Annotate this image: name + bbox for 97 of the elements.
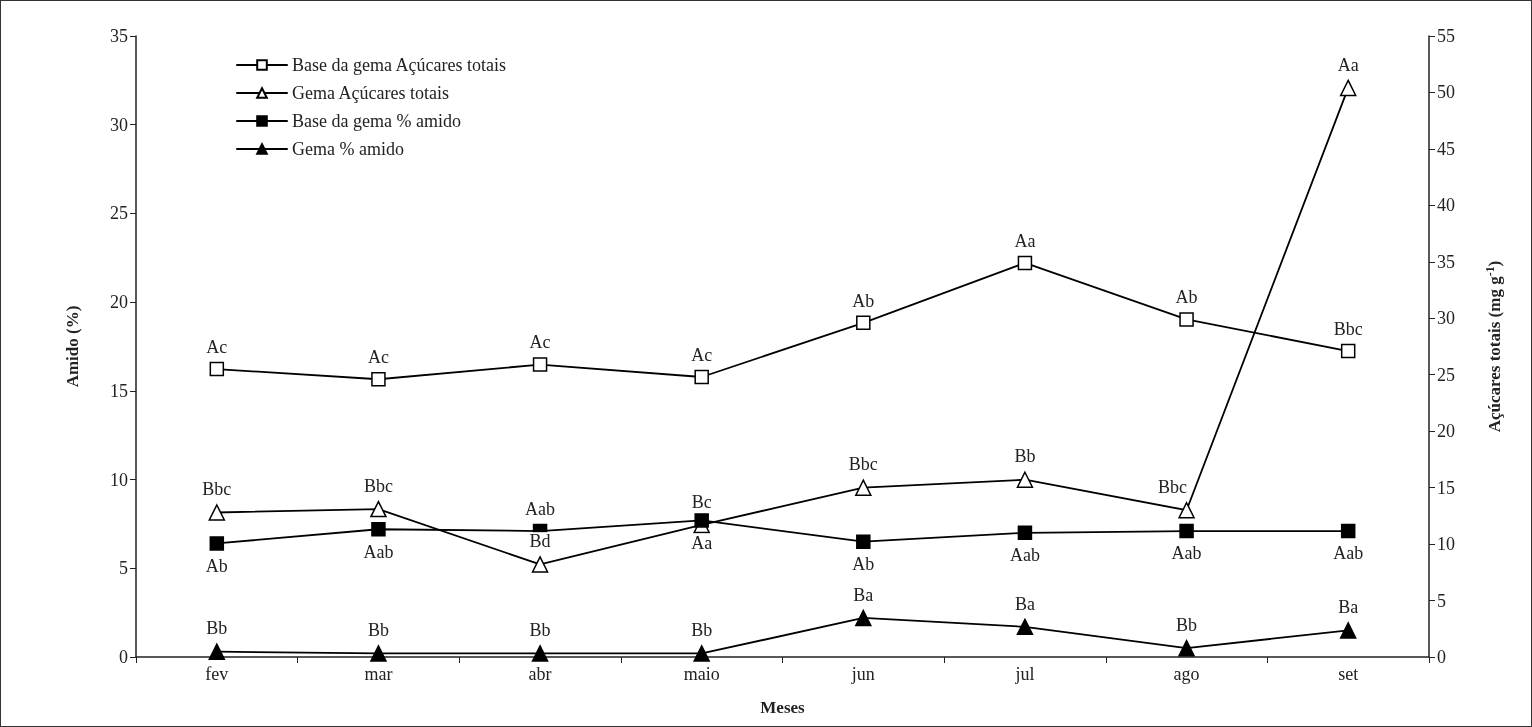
- y2-tick-label: 30: [1437, 308, 1455, 329]
- y2-tick-label: 25: [1437, 364, 1455, 385]
- data-label: Ac: [691, 344, 713, 365]
- point: [371, 371, 386, 387]
- y2-tick-label: 55: [1437, 26, 1455, 46]
- data-label: Bb: [206, 618, 228, 639]
- y-axis-title: Amido (%): [63, 305, 82, 388]
- y2-tick-label: 50: [1437, 82, 1455, 103]
- point: [855, 479, 872, 496]
- legend-label: Gema % amido: [292, 139, 404, 159]
- point: [1179, 312, 1194, 327]
- point: [1340, 343, 1356, 359]
- point: [856, 534, 871, 549]
- data-label: Aa: [691, 532, 713, 553]
- x-tick-label: mar: [364, 664, 393, 684]
- y2-tick-label: 5: [1437, 590, 1446, 611]
- y2-tick-label: 10: [1437, 534, 1455, 555]
- x-tick-label: fev: [205, 664, 229, 684]
- data-label: Bbc: [1333, 318, 1363, 339]
- point: [532, 357, 548, 372]
- data-label: Bb: [367, 620, 389, 641]
- point: [531, 645, 549, 662]
- y-tick-label: 15: [110, 380, 128, 401]
- point: [693, 645, 710, 662]
- y2-tick-label: 20: [1437, 421, 1455, 442]
- data-label: Aab: [1333, 543, 1364, 564]
- data-label: Bb: [529, 620, 551, 641]
- data-label: Ab: [852, 553, 875, 574]
- point: [1339, 79, 1357, 97]
- y-tick-label: 20: [110, 292, 128, 313]
- data-label: Ac: [206, 336, 228, 357]
- data-label: Aa: [1337, 54, 1359, 75]
- point: [1179, 523, 1194, 539]
- y-tick-label: 10: [110, 469, 128, 490]
- data-label: Bbc: [848, 454, 878, 475]
- point: [371, 522, 386, 537]
- x-tick-label: abr: [528, 664, 552, 684]
- point: [1178, 639, 1195, 657]
- y2-tick-label: 45: [1437, 138, 1455, 159]
- point: [694, 513, 709, 528]
- y-tick-label: 0: [119, 647, 128, 667]
- data-label: Aab: [363, 541, 394, 562]
- data-label: Ac: [529, 332, 551, 353]
- y-tick-label: 35: [110, 26, 128, 46]
- data-label: Bbc: [363, 475, 393, 496]
- data-label: Ac: [367, 346, 389, 367]
- x-tick-label: ago: [1173, 664, 1200, 684]
- data-label: Ab: [1175, 287, 1198, 308]
- y2-tick-label: 35: [1437, 251, 1455, 272]
- y2-tick-label: 15: [1437, 477, 1455, 498]
- point: [370, 500, 387, 518]
- point: [1016, 618, 1034, 636]
- point: [1017, 525, 1033, 541]
- data-label: Bb: [1176, 614, 1198, 635]
- point: [1017, 255, 1033, 271]
- legend-label: Base da gema % amido: [292, 111, 461, 131]
- data-label: Ab: [852, 290, 875, 311]
- y2-tick-label: 0: [1437, 647, 1446, 667]
- point: [1016, 471, 1034, 488]
- x-axis-title: Meses: [760, 698, 806, 717]
- data-label: Bbc: [202, 479, 232, 500]
- data-label: Ba: [1014, 593, 1035, 614]
- data-label: Aab: [1171, 543, 1202, 564]
- point: [209, 536, 225, 551]
- data-label: Bb: [1014, 446, 1036, 467]
- point: [370, 645, 387, 662]
- data-label: Aa: [1014, 230, 1036, 251]
- y2-axis-title: Açúcares totais (mg g-1): [1483, 260, 1504, 433]
- data-label: Aab: [1009, 545, 1040, 566]
- y-tick-label: 30: [110, 114, 128, 135]
- y2-tick-label: 40: [1437, 195, 1455, 216]
- data-label: Ab: [205, 555, 228, 576]
- point: [531, 556, 549, 573]
- legend-label: Base da gema Açúcares totais: [292, 55, 506, 75]
- point: [208, 643, 226, 660]
- point: [208, 504, 226, 521]
- data-label: Bbc: [1158, 476, 1188, 497]
- y-tick-label: 5: [119, 558, 128, 579]
- x-tick-label: jul: [1014, 664, 1035, 684]
- x-tick-label: set: [1338, 664, 1359, 684]
- data-label: Aab: [525, 498, 556, 519]
- data-label: Ba: [853, 584, 874, 605]
- point: [209, 361, 225, 377]
- point: [1339, 622, 1357, 639]
- point: [694, 369, 709, 385]
- point: [1178, 501, 1195, 519]
- data-label: Bb: [691, 620, 713, 641]
- data-label: Bd: [529, 531, 551, 552]
- x-tick-label: maio: [683, 664, 720, 684]
- x-tick-label: jun: [850, 664, 875, 684]
- y-tick-label: 25: [110, 203, 128, 224]
- data-label: Bc: [691, 491, 712, 512]
- point: [1340, 523, 1356, 539]
- legend-label: Gema Açúcares totais: [292, 83, 449, 103]
- data-label: Ba: [1338, 597, 1359, 618]
- point: [855, 609, 872, 627]
- point: [856, 315, 871, 331]
